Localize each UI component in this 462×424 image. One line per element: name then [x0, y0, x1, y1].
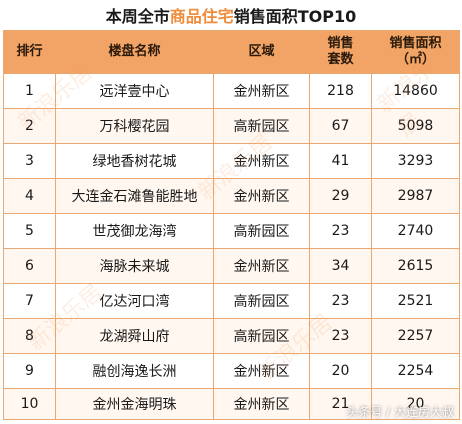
rank-cell: 9: [3, 353, 56, 389]
title-prefix: 本周全市: [105, 7, 170, 26]
district-cell: 高新园区: [213, 213, 310, 249]
units-cell: 23: [309, 213, 372, 249]
project-cell: 世茂御龙海湾: [55, 213, 214, 249]
district-cell: 高新园区: [213, 108, 310, 144]
district-cell: 金州新区: [213, 353, 310, 389]
units-cell: 23: [309, 283, 372, 319]
project-cell: 绿地香树花城: [55, 143, 214, 179]
header-units: 销售 套数: [309, 30, 372, 74]
header-units-line1: 销售: [327, 36, 354, 51]
rank-cell: 4: [3, 178, 56, 214]
district-cell: 高新园区: [213, 283, 310, 319]
area-cell: 2521: [371, 283, 460, 319]
units-cell: 67: [309, 108, 372, 144]
header-area: 销售面积 （㎡）: [371, 30, 460, 74]
rank-cell: 2: [3, 108, 56, 144]
rank-cell: 6: [3, 248, 56, 284]
area-cell: 2987: [371, 178, 460, 214]
sales-ranking-table: 排行 楼盘名称 区域 销售 套数 销售面积 （㎡） 1 远洋壹中心 金州新区 218…: [3, 30, 460, 420]
rank-cell: 1: [3, 73, 56, 109]
project-cell: 龙湖舜山府: [55, 318, 214, 354]
table-row: 8 龙湖舜山府 高新园区 23 2257: [3, 318, 460, 354]
district-cell: 金州新区: [213, 143, 310, 179]
district-cell: 金州新区: [213, 388, 310, 420]
district-cell: 金州新区: [213, 178, 310, 214]
area-cell: 20: [371, 388, 460, 420]
table-row: 7 亿达河口湾 高新园区 23 2521: [3, 283, 460, 319]
area-cell: 2257: [371, 318, 460, 354]
district-cell: 高新园区: [213, 318, 310, 354]
units-cell: 41: [309, 143, 372, 179]
header-units-line2: 套数: [327, 52, 354, 67]
title-suffix: 销售面积TOP10: [233, 7, 357, 26]
source-label: 头条号 / 大连房大叔: [346, 405, 454, 419]
page-title: 本周全市 商品住宅 销售面积TOP10: [0, 0, 462, 30]
table-row: 6 海脉未来城 金州新区 34 2615: [3, 248, 460, 284]
area-cell: 2740: [371, 213, 460, 249]
area-cell: 5098: [371, 108, 460, 144]
project-cell: 大连金石滩鲁能胜地: [55, 178, 214, 214]
header-area-line2: （㎡）: [395, 52, 435, 67]
units-cell: 23: [309, 318, 372, 354]
rank-cell: 3: [3, 143, 56, 179]
table-row: 4 大连金石滩鲁能胜地 金州新区 29 2987: [3, 178, 460, 214]
table-row: 2 万科樱花园 高新园区 67 5098: [3, 108, 460, 144]
units-cell: 29: [309, 178, 372, 214]
table-row: 5 世茂御龙海湾 高新园区 23 2740: [3, 213, 460, 249]
table-row: 1 远洋壹中心 金州新区 218 14860: [3, 73, 460, 109]
district-cell: 金州新区: [213, 248, 310, 284]
rank-cell: 5: [3, 213, 56, 249]
area-cell: 3293: [371, 143, 460, 179]
title-highlight: 商品住宅: [169, 7, 234, 26]
project-cell: 融创海逸长洲: [55, 353, 214, 389]
area-cell: 2254: [371, 353, 460, 389]
project-cell: 金州金海明珠: [55, 388, 214, 420]
header-row: 排行 楼盘名称 区域 销售 套数 销售面积 （㎡）: [3, 30, 460, 74]
rank-cell: 8: [3, 318, 56, 354]
units-cell: 218: [309, 73, 372, 109]
units-cell: 34: [309, 248, 372, 284]
header-rank: 排行: [3, 30, 56, 74]
table-row: 10 金州金海明珠 金州新区 21 20: [3, 388, 460, 420]
project-cell: 亿达河口湾: [55, 283, 214, 319]
header-district: 区域: [213, 30, 310, 74]
project-cell: 万科樱花园: [55, 108, 214, 144]
rank-cell: 10: [3, 388, 56, 420]
header-area-line1: 销售面积: [389, 36, 442, 51]
district-cell: 金州新区: [213, 73, 310, 109]
table-row: 3 绿地香树花城 金州新区 41 3293: [3, 143, 460, 179]
header-project: 楼盘名称: [55, 30, 214, 74]
project-cell: 远洋壹中心: [55, 73, 214, 109]
table-row: 9 融创海逸长洲 金州新区 20 2254: [3, 353, 460, 389]
project-cell: 海脉未来城: [55, 248, 214, 284]
units-cell: 20: [309, 353, 372, 389]
rank-cell: 7: [3, 283, 56, 319]
area-cell: 14860: [371, 73, 460, 109]
area-cell: 2615: [371, 248, 460, 284]
